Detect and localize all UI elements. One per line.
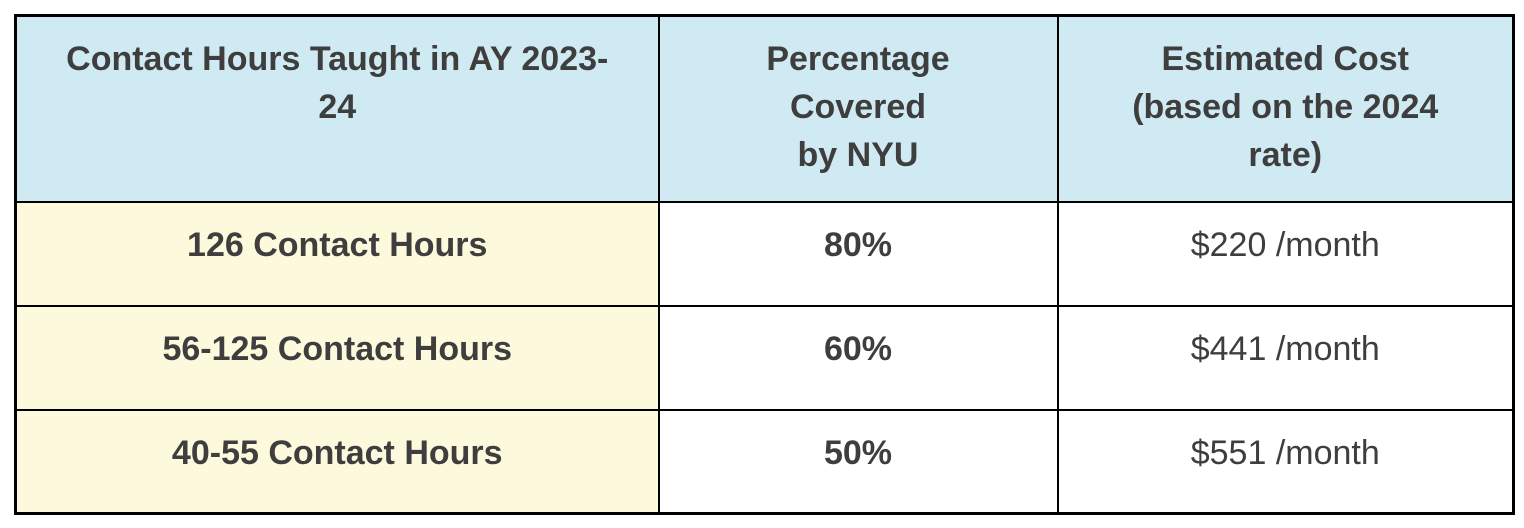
- contact-hours-cost-table: Contact Hours Taught in AY 2023- 24 Perc…: [14, 14, 1515, 515]
- cell-percentage: 50%: [657, 408, 1059, 515]
- header-row: Contact Hours Taught in AY 2023- 24 Perc…: [14, 14, 1515, 203]
- header-contact-hours: Contact Hours Taught in AY 2023- 24: [14, 14, 660, 203]
- cell-cost: $220 /month: [1056, 200, 1515, 307]
- cell-percentage: 60%: [657, 304, 1059, 411]
- header-estimated-cost-line2: (based on the 2024: [1132, 88, 1439, 126]
- table-row: 126 Contact Hours 80% $220 /month: [14, 200, 1515, 307]
- cell-contact-hours: 126 Contact Hours: [14, 200, 660, 307]
- header-contact-hours-line1: Contact Hours Taught in AY 2023-: [66, 40, 609, 78]
- header-estimated-cost: Estimated Cost (based on the 2024 rate): [1056, 14, 1515, 203]
- cell-percentage: 80%: [657, 200, 1059, 307]
- cell-cost: $441 /month: [1056, 304, 1515, 411]
- header-percentage-line2: Covered: [789, 88, 927, 126]
- header-estimated-cost-line3: rate): [1248, 136, 1323, 174]
- table-row: 56-125 Contact Hours 60% $441 /month: [14, 304, 1515, 411]
- header-contact-hours-line2: 24: [318, 88, 357, 126]
- cell-contact-hours: 40-55 Contact Hours: [14, 408, 660, 515]
- header-percentage-covered: Percentage Covered by NYU: [657, 14, 1059, 203]
- table-row: 40-55 Contact Hours 50% $551 /month: [14, 408, 1515, 515]
- header-percentage-line1: Percentage: [766, 40, 950, 78]
- cell-cost: $551 /month: [1056, 408, 1515, 515]
- cell-contact-hours: 56-125 Contact Hours: [14, 304, 660, 411]
- header-percentage-line3: by NYU: [797, 136, 919, 174]
- header-estimated-cost-line1: Estimated Cost: [1161, 40, 1410, 78]
